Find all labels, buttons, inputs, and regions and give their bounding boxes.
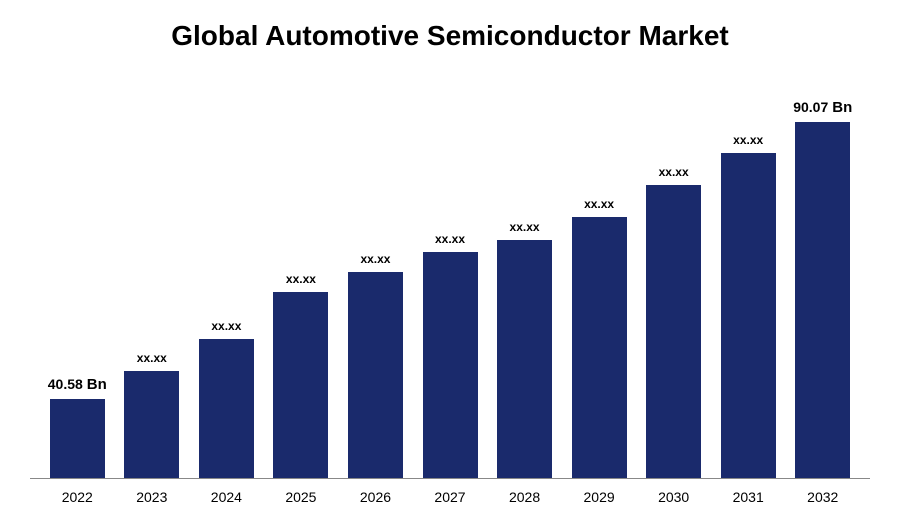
bar-value-label-wrap: xx.xx xyxy=(211,319,241,339)
bar-group: xx.xx xyxy=(711,82,786,478)
x-axis-label: 2025 xyxy=(264,489,339,505)
bar-value-label: xx.xx xyxy=(584,197,614,211)
bar xyxy=(572,217,627,478)
bar xyxy=(199,339,254,478)
x-axis-label: 2026 xyxy=(338,489,413,505)
bar-group: xx.xx xyxy=(264,82,339,478)
x-axis-label: 2029 xyxy=(562,489,637,505)
bar-value-label-wrap: 90.07Bn xyxy=(793,99,852,122)
bar xyxy=(646,185,701,478)
bar-value-label-wrap: xx.xx xyxy=(435,232,465,252)
chart-container: Global Automotive Semiconductor Market 4… xyxy=(30,20,870,505)
x-axis-label: 2027 xyxy=(413,489,488,505)
bar-group: xx.xx xyxy=(413,82,488,478)
bar-value-label-wrap: xx.xx xyxy=(137,351,167,371)
bars-row: 40.58Bnxx.xxxx.xxxx.xxxx.xxxx.xxxx.xxxx.… xyxy=(30,82,870,479)
bar-value-label: 40.58 xyxy=(48,376,83,392)
x-axis-label: 2031 xyxy=(711,489,786,505)
bar-value-label-wrap: xx.xx xyxy=(659,165,689,185)
bar-group: xx.xx xyxy=(562,82,637,478)
bar xyxy=(423,252,478,478)
bar-value-label: xx.xx xyxy=(360,252,390,266)
bar-value-label-wrap: xx.xx xyxy=(733,133,763,153)
bar-unit-label: Bn xyxy=(87,376,107,393)
bar-value-label: xx.xx xyxy=(733,133,763,147)
bar-group: xx.xx xyxy=(338,82,413,478)
x-axis-label: 2024 xyxy=(189,489,264,505)
bar-unit-label: Bn xyxy=(832,99,852,116)
bar-value-label: xx.xx xyxy=(211,319,241,333)
chart-title: Global Automotive Semiconductor Market xyxy=(30,20,870,52)
bar-value-label: xx.xx xyxy=(659,165,689,179)
bar xyxy=(124,371,179,478)
bar-value-label-wrap: xx.xx xyxy=(360,252,390,272)
bar-value-label-wrap: 40.58Bn xyxy=(48,376,107,399)
x-axis-labels: 2022202320242025202620272028202920302031… xyxy=(30,479,870,505)
bar xyxy=(721,153,776,478)
bar-value-label-wrap: xx.xx xyxy=(584,197,614,217)
x-axis-label: 2030 xyxy=(636,489,711,505)
bar xyxy=(497,240,552,478)
bar-value-label: 90.07 xyxy=(793,99,828,115)
bar-value-label: xx.xx xyxy=(510,220,540,234)
bar-group: xx.xx xyxy=(487,82,562,478)
x-axis-label: 2023 xyxy=(115,489,190,505)
bar-group: xx.xx xyxy=(189,82,264,478)
bar xyxy=(795,122,850,478)
bar-group: xx.xx xyxy=(636,82,711,478)
bar xyxy=(348,272,403,478)
x-axis-label: 2022 xyxy=(40,489,115,505)
bar-value-label-wrap: xx.xx xyxy=(510,220,540,240)
bar xyxy=(50,399,105,478)
bar-value-label: xx.xx xyxy=(286,272,316,286)
bar-group: xx.xx xyxy=(115,82,190,478)
bar-group: 90.07Bn xyxy=(785,82,860,478)
x-axis-label: 2028 xyxy=(487,489,562,505)
bar-value-label: xx.xx xyxy=(435,232,465,246)
bar-value-label: xx.xx xyxy=(137,351,167,365)
bar-group: 40.58Bn xyxy=(40,82,115,478)
bar xyxy=(273,292,328,478)
bar-value-label-wrap: xx.xx xyxy=(286,272,316,292)
x-axis-label: 2032 xyxy=(785,489,860,505)
chart-area: 40.58Bnxx.xxxx.xxxx.xxxx.xxxx.xxxx.xxxx.… xyxy=(30,82,870,505)
